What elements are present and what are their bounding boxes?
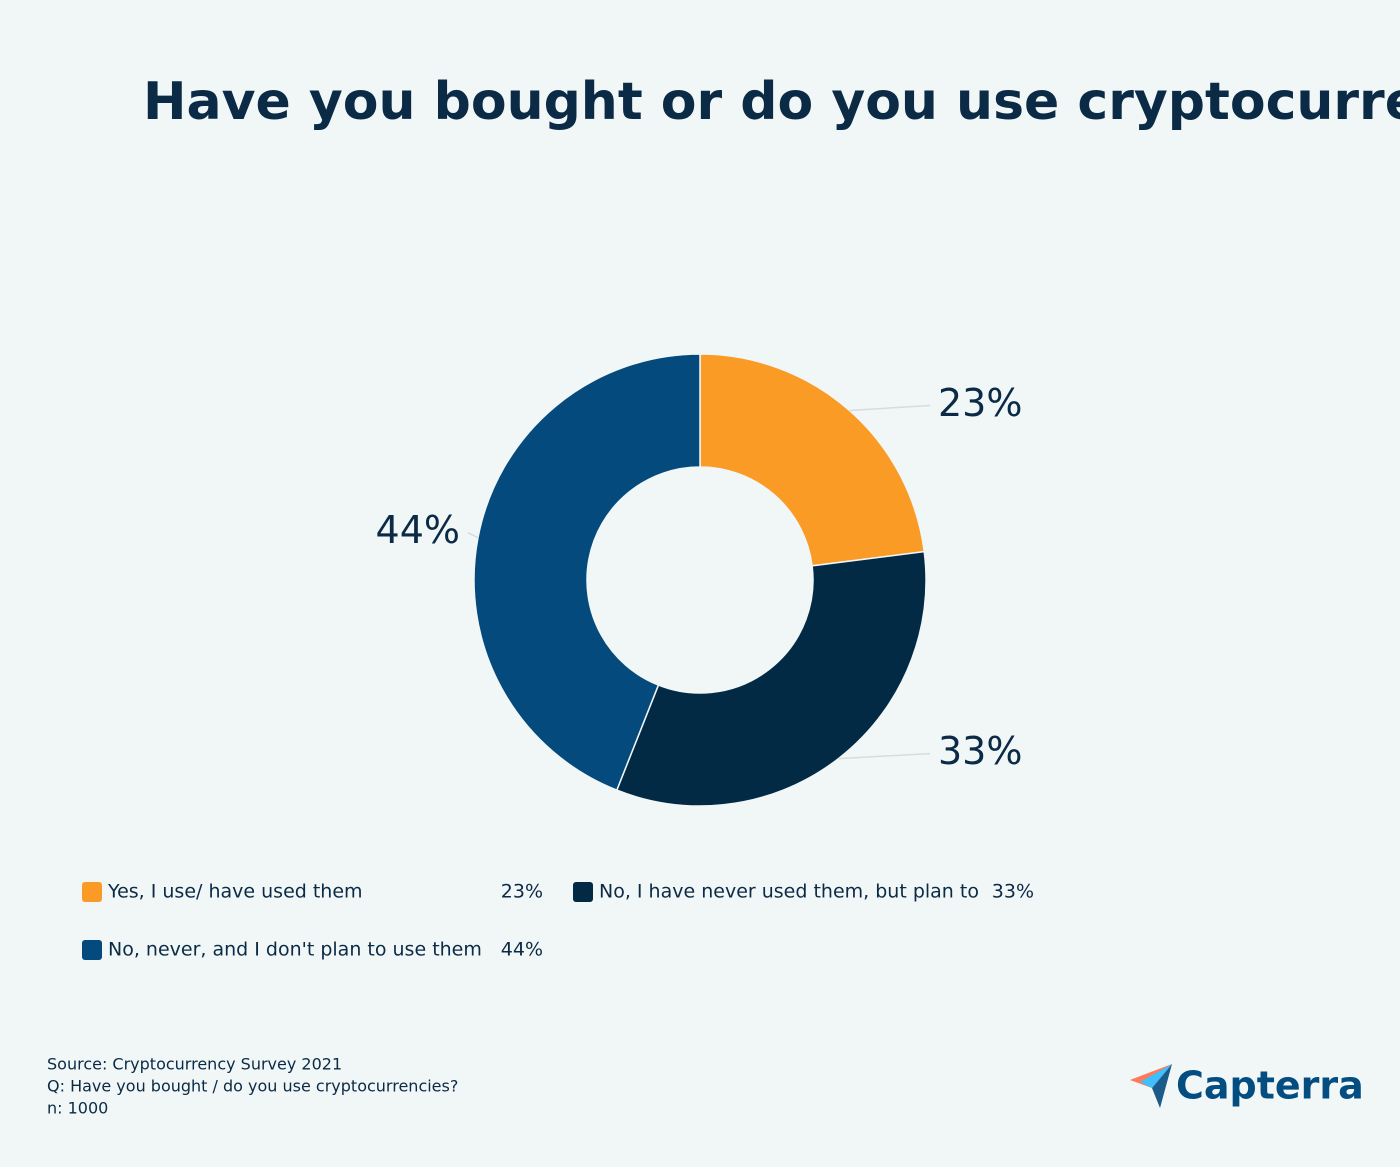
donut-slice [615,550,927,807]
leader-line [849,404,931,412]
legend-value: 33% [992,881,1034,903]
legend-swatch [82,940,102,960]
chart-title: Have you bought or do you use cryptocurr… [143,72,1400,132]
leader-line [467,531,479,539]
slice-label: 33% [938,729,1022,773]
leader-line [838,752,931,760]
donut-slice [473,353,701,792]
legend-label: Yes, I use/ have used them [107,881,363,903]
legend-swatch [82,882,102,902]
donut-slice [699,353,926,567]
capterra-logo: Capterra [1130,1064,1364,1108]
legend-swatch [573,882,593,902]
legend-value: 23% [501,881,543,903]
legend-label: No, never, and I don't plan to use them [108,939,482,961]
logo-text: Capterra [1176,1064,1364,1108]
legend-value: 44% [501,939,543,961]
footer-note: Q: Have you bought / do you use cryptocu… [47,1077,458,1096]
legend-label: No, I have never used them, but plan to [599,881,979,903]
slice-label: 23% [938,381,1022,425]
slice-label: 44% [376,508,460,552]
footer-note: Source: Cryptocurrency Survey 2021 [47,1055,342,1074]
footer-note: n: 1000 [47,1099,108,1118]
